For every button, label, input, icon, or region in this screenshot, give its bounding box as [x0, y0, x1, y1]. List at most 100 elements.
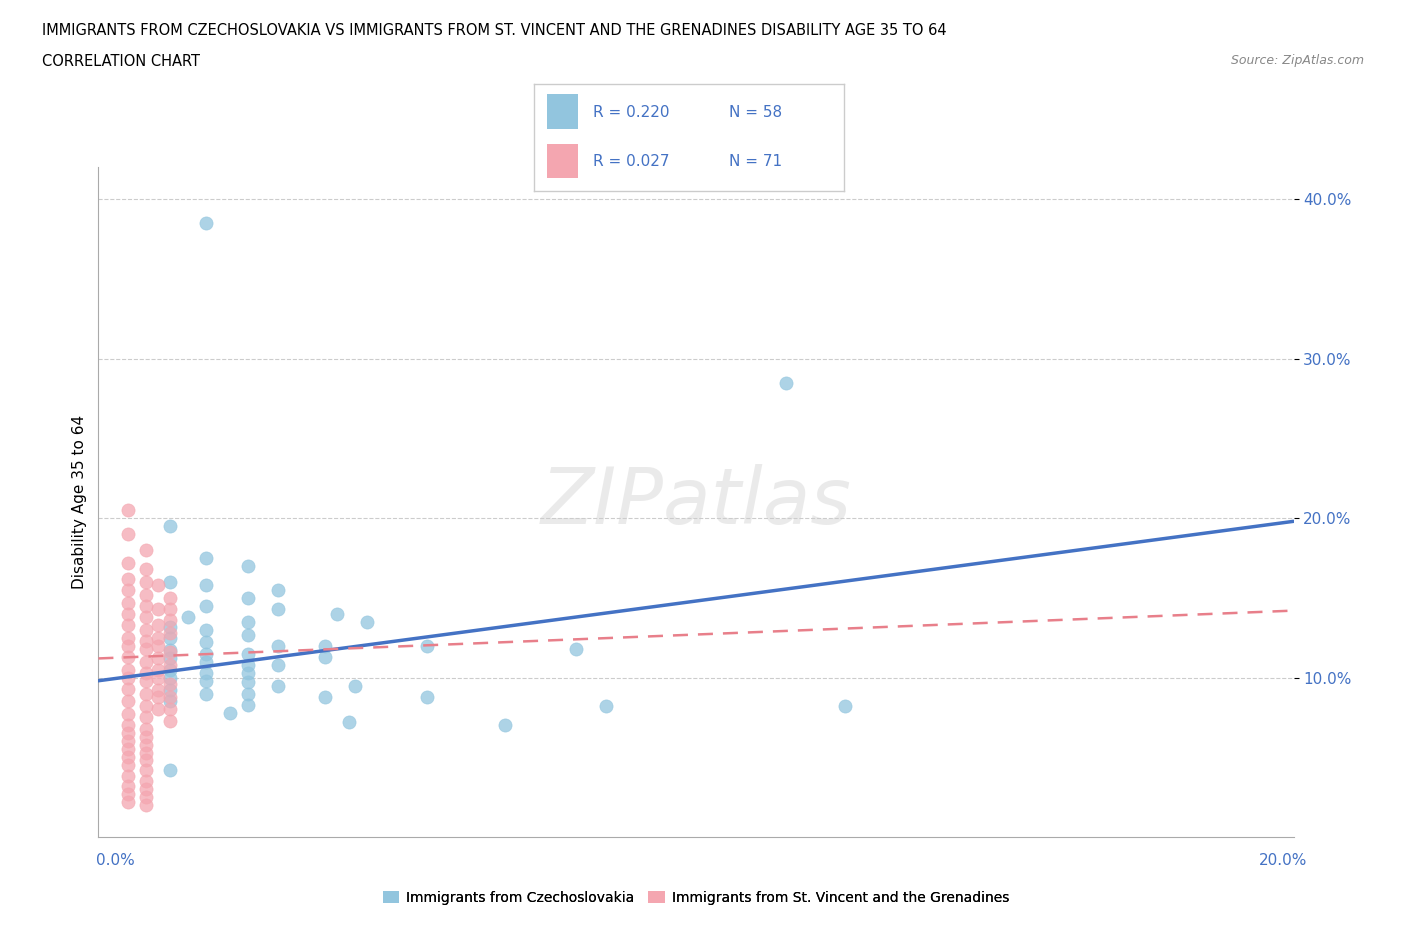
Text: CORRELATION CHART: CORRELATION CHART — [42, 54, 200, 69]
Point — [135, 798, 157, 813]
Point — [117, 742, 139, 757]
Point — [135, 575, 157, 590]
FancyBboxPatch shape — [547, 95, 578, 128]
Point — [159, 619, 181, 634]
Point — [326, 606, 349, 621]
Point — [135, 587, 157, 602]
Text: N = 71: N = 71 — [730, 154, 782, 169]
Text: ZIPatlas: ZIPatlas — [540, 464, 852, 540]
Point — [219, 705, 242, 720]
Point — [159, 626, 181, 641]
Point — [236, 646, 259, 661]
Point — [775, 375, 797, 390]
Point — [159, 662, 181, 677]
Point — [194, 654, 218, 669]
Point — [117, 778, 139, 793]
Point — [117, 750, 139, 764]
Point — [135, 782, 157, 797]
Point — [159, 519, 181, 534]
Point — [135, 633, 157, 648]
Point — [159, 631, 181, 645]
Point — [159, 575, 181, 590]
Point — [236, 591, 259, 605]
Point — [159, 702, 181, 717]
Text: 0.0%: 0.0% — [96, 853, 135, 868]
Point — [135, 642, 157, 657]
Point — [117, 526, 139, 541]
Point — [148, 671, 170, 685]
Point — [117, 595, 139, 610]
Point — [148, 578, 170, 592]
Point — [117, 649, 139, 664]
Point — [159, 676, 181, 691]
Point — [194, 578, 218, 592]
Point — [135, 763, 157, 777]
Point — [267, 658, 290, 672]
Point — [135, 673, 157, 688]
Point — [148, 651, 170, 666]
Point — [135, 698, 157, 713]
Point — [267, 582, 290, 597]
Point — [117, 787, 139, 802]
Point — [148, 602, 170, 617]
Point — [416, 638, 439, 653]
Point — [194, 673, 218, 688]
Text: N = 58: N = 58 — [730, 105, 782, 120]
Point — [267, 678, 290, 693]
Point — [159, 694, 181, 709]
Point — [135, 665, 157, 680]
Point — [117, 726, 139, 741]
Point — [117, 734, 139, 749]
Point — [148, 662, 170, 677]
Point — [117, 794, 139, 809]
Point — [117, 707, 139, 722]
Point — [135, 790, 157, 804]
Point — [135, 622, 157, 637]
Point — [135, 710, 157, 724]
Point — [135, 721, 157, 736]
Point — [135, 745, 157, 760]
Point — [194, 622, 218, 637]
Point — [236, 658, 259, 672]
Point — [236, 675, 259, 690]
Point — [148, 638, 170, 653]
FancyBboxPatch shape — [547, 143, 578, 178]
Point — [236, 627, 259, 642]
Point — [117, 662, 139, 677]
Legend: Immigrants from Czechoslovakia, Immigrants from St. Vincent and the Grenadines: Immigrants from Czechoslovakia, Immigran… — [377, 885, 1015, 910]
Point — [117, 618, 139, 632]
Point — [117, 694, 139, 709]
Y-axis label: Disability Age 35 to 64: Disability Age 35 to 64 — [72, 415, 87, 590]
Point — [236, 686, 259, 701]
Point — [159, 658, 181, 672]
Point — [595, 698, 617, 713]
Point — [117, 718, 139, 733]
Point — [135, 542, 157, 557]
Point — [148, 618, 170, 632]
Point — [236, 559, 259, 574]
Point — [267, 602, 290, 617]
Point — [117, 758, 139, 773]
Point — [159, 683, 181, 698]
Point — [159, 602, 181, 617]
Point — [159, 651, 181, 666]
Point — [194, 551, 218, 565]
Point — [315, 649, 337, 664]
Text: R = 0.220: R = 0.220 — [593, 105, 669, 120]
Point — [834, 698, 856, 713]
Point — [117, 555, 139, 570]
Point — [135, 686, 157, 701]
Point — [148, 689, 170, 704]
Text: 20.0%: 20.0% — [1260, 853, 1308, 868]
Point — [117, 503, 139, 518]
Point — [159, 689, 181, 704]
Point — [117, 769, 139, 784]
Point — [117, 631, 139, 645]
Point — [159, 643, 181, 658]
Point — [135, 729, 157, 744]
Point — [135, 609, 157, 624]
Point — [236, 615, 259, 630]
Point — [148, 702, 170, 717]
Point — [194, 635, 218, 650]
Point — [194, 665, 218, 680]
